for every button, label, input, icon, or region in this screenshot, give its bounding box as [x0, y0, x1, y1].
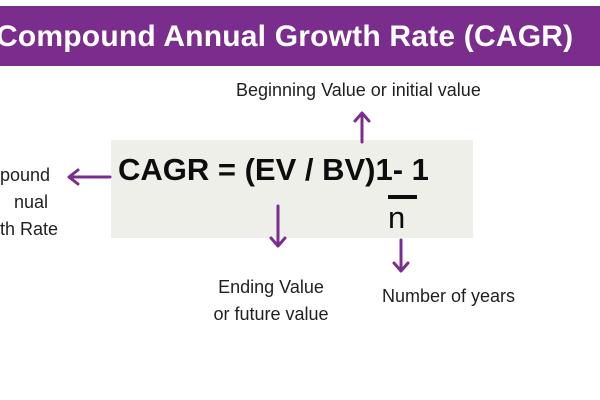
label-cagr-line-3: th Rate [0, 219, 59, 239]
label-ending-value: Ending Value or future value [196, 274, 346, 328]
arrow-up-beginning-value [353, 111, 371, 144]
fraction-bar [388, 195, 417, 199]
label-ending-value-line-1: Ending Value [218, 277, 324, 297]
arrow-down-ending-value [269, 204, 287, 248]
arrow-left-cagr [67, 168, 112, 186]
formula-box [111, 140, 473, 238]
diagram-title: Compound Annual Growth Rate (CAGR) [0, 20, 574, 53]
label-cagr-line-2: nual [14, 192, 49, 212]
arrow-down-number-of-years [392, 238, 410, 273]
label-beginning-value: Beginning Value or initial value [236, 80, 481, 100]
formula-denominator: n [388, 200, 406, 235]
label-number-of-years: Number of years [382, 286, 516, 306]
title-banner: Compound Annual Growth Rate (CAGR) [0, 6, 600, 66]
label-cagr: pound nual th Rate [0, 162, 58, 243]
formula-main: CAGR = (EV / BV)1- 1 [118, 152, 429, 187]
label-ending-value-line-2: or future value [213, 304, 329, 324]
label-cagr-line-1: pound [0, 165, 51, 185]
